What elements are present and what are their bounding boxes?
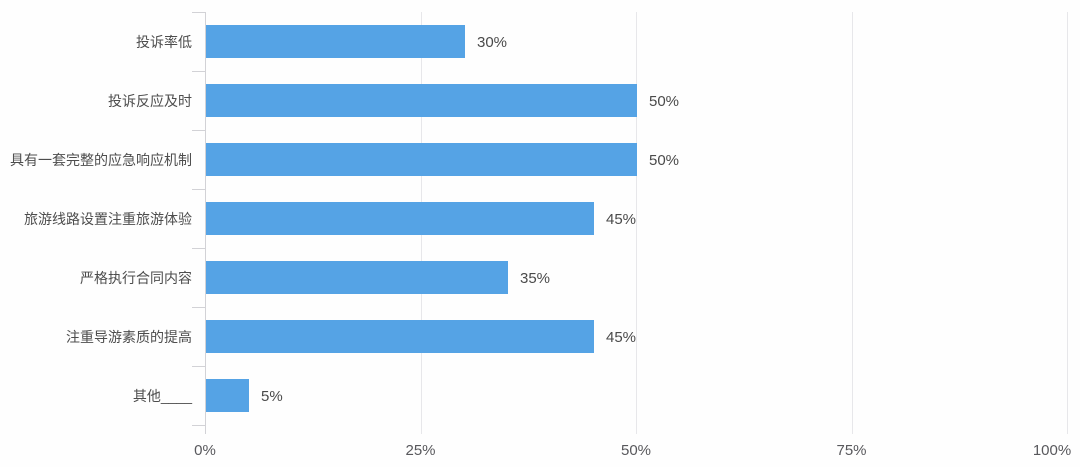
y-axis-tick	[192, 248, 205, 249]
y-axis-tick	[192, 71, 205, 72]
gridline-75%	[851, 12, 853, 434]
x-tick-label: 50%	[620, 442, 652, 459]
y-axis-tick	[192, 307, 205, 308]
category-label: 旅游线路设置注重旅游体验	[24, 211, 192, 227]
bar-50%	[206, 84, 637, 117]
category-label: 投诉反应及时	[108, 93, 192, 109]
x-tick-label: 0%	[194, 442, 216, 459]
x-tick-label: 25%	[405, 442, 436, 459]
gridline-100%	[1067, 12, 1068, 434]
bar-30%	[206, 25, 465, 58]
y-axis-tick	[192, 366, 205, 367]
y-axis-tick	[192, 12, 205, 13]
bar-35%	[206, 261, 508, 294]
x-tick-label: 75%	[836, 442, 867, 459]
bar-5%	[206, 379, 249, 412]
value-label: 30%	[477, 34, 508, 51]
category-label: 具有一套完整的应急响应机制	[10, 152, 192, 168]
value-label: 35%	[520, 270, 551, 287]
category-label: 投诉率低	[136, 34, 192, 50]
bar-45%	[206, 320, 594, 353]
value-label: 45%	[606, 211, 637, 228]
value-label: 5%	[261, 388, 283, 405]
category-label: 其他____	[132, 388, 192, 404]
y-axis-tick	[192, 189, 205, 190]
y-axis-tick	[192, 425, 205, 426]
category-label: 严格执行合同内容	[80, 270, 192, 286]
x-tick-label: 100%	[1032, 442, 1072, 459]
category-label: 注重导游素质的提高	[66, 329, 192, 345]
value-label: 50%	[649, 152, 680, 169]
y-axis-line	[205, 12, 206, 434]
bar-45%	[206, 202, 594, 235]
value-label: 50%	[649, 93, 680, 110]
value-label: 45%	[606, 329, 637, 346]
y-axis-tick	[192, 130, 205, 131]
gridline-50%	[636, 12, 637, 434]
bar-50%	[206, 143, 637, 176]
